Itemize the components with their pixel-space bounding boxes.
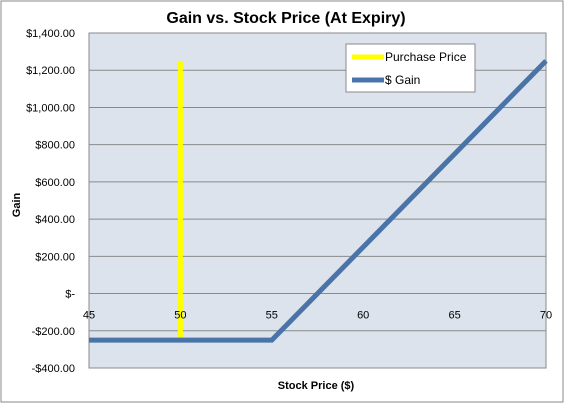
plot-area bbox=[88, 32, 547, 369]
y-axis-label: Gain bbox=[11, 192, 23, 217]
x-tick-label: 70 bbox=[540, 310, 552, 322]
grid-layer bbox=[89, 32, 546, 369]
series-line-gain bbox=[89, 59, 548, 343]
y-axis-ticks: -$400.00 -$200.00 $- $200.00 $400.00 $600.00 $… bbox=[26, 28, 75, 375]
x-tick-label: 50 bbox=[174, 310, 186, 322]
legend: Purchase Price $ Gain bbox=[345, 43, 476, 93]
x-axis-ticks: 45 50 55 60 65 70 bbox=[83, 310, 552, 322]
x-axis-label: Stock Price ($) bbox=[278, 380, 355, 392]
legend-label: $ Gain bbox=[385, 73, 420, 87]
x-tick-label: 65 bbox=[448, 310, 460, 322]
y-tick-label: $1,400.00 bbox=[26, 28, 75, 40]
y-tick-label: $600.00 bbox=[35, 177, 75, 189]
y-tick-label: $1,000.00 bbox=[26, 102, 75, 114]
legend-box bbox=[345, 43, 476, 93]
legend-label: Purchase Price bbox=[385, 50, 467, 64]
y-tick-label: $- bbox=[65, 289, 75, 301]
chart-title: Gain vs. Stock Price (At Expiry) bbox=[166, 10, 405, 27]
x-tick-label: 55 bbox=[266, 310, 278, 322]
series-layer bbox=[89, 59, 548, 343]
y-tick-label: $1,200.00 bbox=[26, 65, 75, 77]
y-tick-label: -$200.00 bbox=[32, 326, 75, 338]
y-tick-label: -$400.00 bbox=[32, 363, 75, 375]
y-tick-label: $200.00 bbox=[35, 251, 75, 263]
y-tick-label: $800.00 bbox=[35, 140, 75, 152]
x-tick-label: 45 bbox=[83, 310, 95, 322]
x-tick-label: 60 bbox=[357, 310, 369, 322]
y-tick-label: $400.00 bbox=[35, 214, 75, 226]
